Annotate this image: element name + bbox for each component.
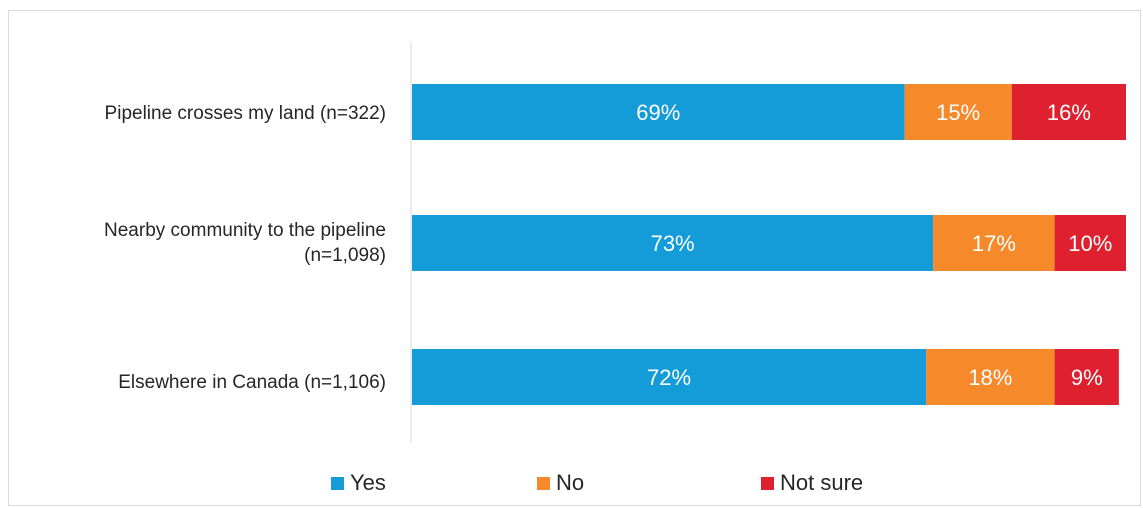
legend-swatch-not-sure <box>761 476 774 490</box>
category-label-3: Elsewhere in Canada (n=1,106) <box>118 372 386 393</box>
bar-not-sure-row-2 <box>1054 215 1126 271</box>
bar-yes-row-3 <box>412 349 927 405</box>
data-label-not-sure-row-2: 10% <box>1068 231 1112 256</box>
data-label-no-row-1: 15% <box>936 100 980 125</box>
data-label-no-row-3: 18% <box>968 365 1012 390</box>
legend-item-yes: Yes <box>331 470 386 496</box>
bar-yes-row-2 <box>412 215 934 271</box>
category-label-2: Nearby community to the pipeline (n=1,09… <box>6 218 386 268</box>
bar-not-sure-row-1 <box>1011 84 1126 140</box>
legend-swatch-yes <box>331 476 344 490</box>
bar-no-row-2 <box>933 215 1055 271</box>
bar-yes-row-1 <box>412 84 905 140</box>
legend: Yes No Not sure <box>0 470 1143 500</box>
data-label-no-row-2: 17% <box>972 231 1016 256</box>
bar-not-sure-row-3 <box>1054 349 1119 405</box>
category-label-1: Pipeline crosses my land (n=322) <box>104 103 386 124</box>
legend-swatch-no <box>537 476 550 490</box>
legend-label-no: No <box>556 470 585 495</box>
legend-label-yes: Yes <box>350 470 386 495</box>
data-label-yes-row-1: 69% <box>636 100 680 125</box>
bar-no-row-3 <box>926 349 1055 405</box>
bar-segments: 69% 15% 16% 73% 17% 10% 72% 18% 9% <box>412 84 1126 405</box>
data-label-not-sure-row-1: 16% <box>1047 100 1091 125</box>
legend-item-no: No <box>537 470 584 496</box>
data-label-not-sure-row-3: 9% <box>1071 365 1103 390</box>
legend-item-not-sure: Not sure <box>761 470 863 496</box>
bar-no-row-1 <box>904 84 1012 140</box>
category-label-2-line-1: Nearby community to the pipeline <box>104 220 386 241</box>
data-label-yes-row-3: 72% <box>647 365 691 390</box>
data-label-yes-row-2: 73% <box>651 231 695 256</box>
legend-label-not-sure: Not sure <box>780 470 864 495</box>
category-label-2-line-2: (n=1,098) <box>304 245 386 266</box>
